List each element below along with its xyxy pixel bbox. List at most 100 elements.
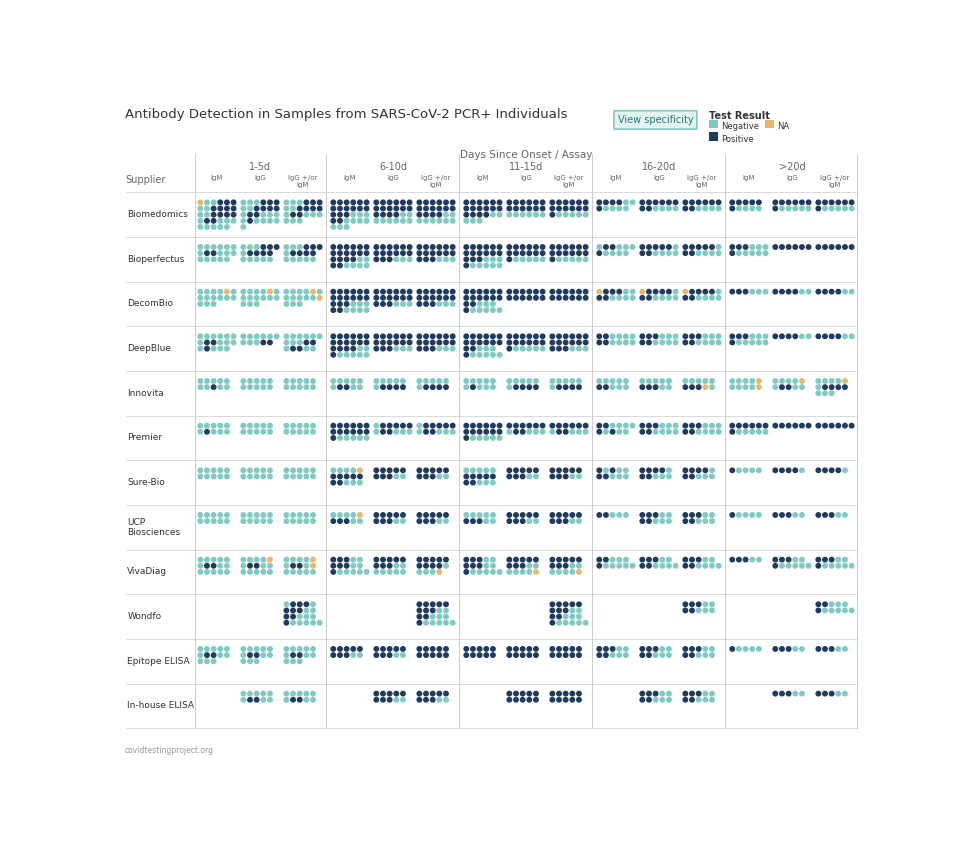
Circle shape [443,206,448,210]
Circle shape [424,206,428,210]
Circle shape [785,334,790,338]
Circle shape [609,563,614,568]
Circle shape [218,225,222,229]
Circle shape [792,557,797,561]
Circle shape [563,620,567,625]
Circle shape [225,340,229,345]
Circle shape [520,653,525,657]
Circle shape [198,659,203,664]
Circle shape [387,296,391,300]
Circle shape [828,245,833,250]
Circle shape [577,245,580,250]
Circle shape [283,245,288,250]
Circle shape [689,200,694,204]
Circle shape [835,385,840,389]
Circle shape [198,296,203,300]
Circle shape [828,468,833,473]
Circle shape [563,385,567,389]
Circle shape [563,206,567,210]
Circle shape [290,653,295,657]
Circle shape [290,570,295,574]
Circle shape [785,468,790,473]
Circle shape [430,212,434,217]
Circle shape [702,251,707,256]
Circle shape [835,647,840,651]
Circle shape [387,219,391,223]
Circle shape [623,468,628,473]
Circle shape [556,647,560,651]
Circle shape [248,245,252,250]
Circle shape [290,602,295,607]
Circle shape [506,698,511,702]
Circle shape [673,251,678,256]
Circle shape [513,347,518,351]
Circle shape [616,557,621,561]
Circle shape [750,385,753,389]
Circle shape [497,251,502,256]
Circle shape [401,429,405,434]
Circle shape [490,379,495,383]
Circle shape [198,653,203,657]
Circle shape [750,429,753,434]
Circle shape [218,334,222,338]
Circle shape [297,647,302,651]
Circle shape [513,251,518,256]
Circle shape [260,475,265,479]
Circle shape [756,290,760,294]
Circle shape [563,647,567,651]
Circle shape [822,647,826,651]
Circle shape [218,219,222,223]
Circle shape [756,206,760,210]
Circle shape [283,212,288,217]
Circle shape [310,653,315,657]
Circle shape [779,691,783,696]
Circle shape [304,206,308,210]
Circle shape [556,475,560,479]
Circle shape [729,513,734,517]
Circle shape [317,206,322,210]
Circle shape [436,570,441,574]
Circle shape [248,219,252,223]
Circle shape [762,340,767,345]
Circle shape [702,206,707,210]
Circle shape [331,481,335,485]
Circle shape [401,212,405,217]
Circle shape [563,653,567,657]
Circle shape [198,290,203,294]
Circle shape [570,296,574,300]
Circle shape [241,570,245,574]
Circle shape [716,340,720,345]
Circle shape [205,563,209,568]
Circle shape [463,379,468,383]
Text: Bioperfectus: Bioperfectus [127,255,185,264]
Circle shape [709,379,713,383]
Circle shape [381,379,384,383]
Circle shape [450,219,455,223]
Circle shape [716,251,720,256]
Circle shape [417,563,421,568]
Circle shape [331,308,335,313]
Circle shape [331,334,335,338]
Circle shape [274,200,279,204]
Circle shape [374,200,379,204]
Circle shape [407,219,411,223]
Circle shape [198,563,203,568]
Circle shape [248,302,252,306]
Circle shape [682,385,687,389]
Circle shape [490,468,495,473]
Circle shape [609,251,614,256]
Circle shape [477,379,481,383]
Circle shape [556,212,560,217]
Text: Positive: Positive [720,135,752,144]
Circle shape [241,257,245,262]
Circle shape [470,653,475,657]
Circle shape [696,334,701,338]
Circle shape [527,468,531,473]
Circle shape [506,206,511,210]
Circle shape [344,353,349,357]
Circle shape [815,602,820,607]
Circle shape [364,340,368,345]
Circle shape [597,563,601,568]
Circle shape [374,206,379,210]
Circle shape [822,608,826,613]
